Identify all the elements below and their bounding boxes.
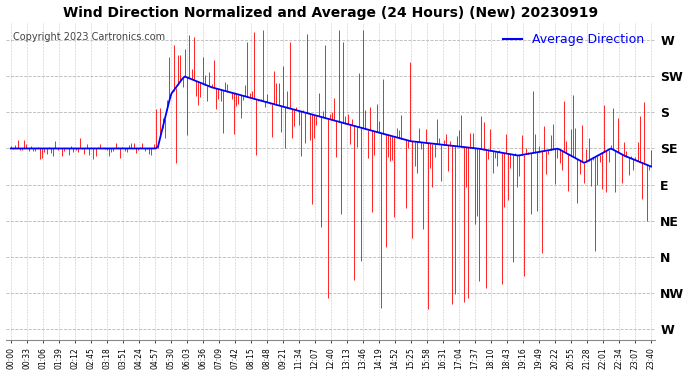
Title: Wind Direction Normalized and Average (24 Hours) (New) 20230919: Wind Direction Normalized and Average (2… (63, 6, 598, 20)
Legend: Average Direction: Average Direction (498, 28, 649, 51)
Text: Copyright 2023 Cartronics.com: Copyright 2023 Cartronics.com (13, 32, 165, 42)
